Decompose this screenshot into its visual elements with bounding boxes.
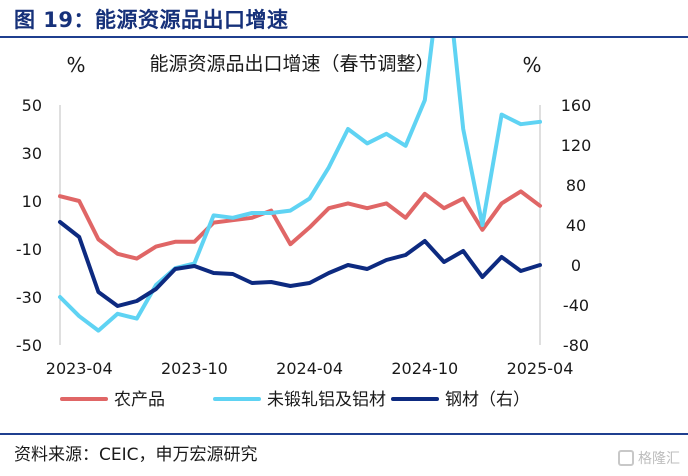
series-line-1 bbox=[58, 189, 542, 261]
chart-axes: 50 30 10 -10 -30 -50 160 120 80 40 0 -40 -80 2023-04 2… bbox=[16, 96, 591, 378]
x-tick-label: 2024-04 bbox=[276, 359, 343, 378]
y-left-tick-label: 50 bbox=[22, 96, 42, 115]
x-tick-label: 2024-10 bbox=[391, 359, 458, 378]
series-line-3 bbox=[58, 220, 542, 308]
x-tick-label: 2023-04 bbox=[46, 359, 113, 378]
right-axis-unit: % bbox=[522, 53, 541, 77]
legend-label-1: 农产品 bbox=[114, 390, 165, 410]
y-left-tick-label: 30 bbox=[22, 144, 42, 163]
watermark-logo-icon bbox=[618, 450, 634, 466]
y-right-tick-label: 0 bbox=[571, 256, 581, 275]
legend-label-2: 未锻轧铝及铝材 bbox=[267, 390, 386, 410]
y-right-tick-label: -80 bbox=[563, 336, 589, 355]
y-right-tick-label: -40 bbox=[563, 296, 589, 315]
legend-label-3: 钢材（右） bbox=[445, 390, 530, 410]
chart-legend: 农产品 未锻轧铝及铝材 钢材（右） bbox=[60, 390, 530, 410]
y-right-tick-label: 120 bbox=[561, 136, 592, 155]
x-tick-label: 2023-10 bbox=[161, 359, 228, 378]
y-left-tick-label: -30 bbox=[16, 288, 42, 307]
left-axis-unit: % bbox=[66, 53, 85, 77]
y-left-tick-label: -50 bbox=[16, 336, 42, 355]
figure-title: 图 19：能源资源品出口增速 bbox=[14, 8, 289, 32]
chart-series bbox=[58, 38, 542, 333]
watermark-text: 格隆汇 bbox=[638, 451, 680, 467]
series-line-2 bbox=[58, 38, 542, 333]
watermark: 格隆汇 bbox=[618, 448, 680, 468]
y-right-tick-label: 40 bbox=[566, 216, 586, 235]
y-left-tick-label: -10 bbox=[16, 240, 42, 259]
y-left-tick-label: 10 bbox=[22, 192, 42, 211]
title-divider bbox=[0, 36, 688, 38]
y-right-tick-label: 160 bbox=[561, 96, 592, 115]
footer-divider bbox=[0, 433, 688, 435]
chart-title: 能源资源品出口增速（春节调整） bbox=[149, 53, 434, 75]
source-note: 资料来源：CEIC，申万宏源研究 bbox=[14, 445, 258, 465]
x-tick-label: 2025-04 bbox=[507, 359, 574, 378]
line-chart: 能源资源品出口增速（春节调整） % % 50 30 10 -10 -30 -50 160 12… bbox=[16, 38, 591, 410]
y-right-tick-label: 80 bbox=[566, 176, 586, 195]
